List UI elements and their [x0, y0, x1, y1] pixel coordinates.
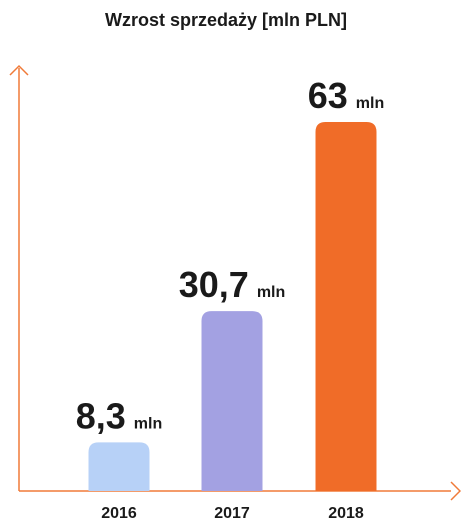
bar-2017	[201, 311, 263, 491]
y-axis-arrow-icon	[9, 64, 29, 76]
x-tick-2016: 2016	[101, 505, 137, 522]
value-labels: 8,3 mln 30,7 mln 63 mln	[76, 75, 385, 436]
bar-2018	[315, 122, 377, 491]
x-tick-2017: 2017	[214, 505, 250, 522]
value-label-2016: 8,3 mln	[76, 395, 163, 436]
value-label-2017: 30,7 mln	[179, 264, 286, 305]
chart-title: Wzrost sprzedaży [mln PLN]	[105, 10, 347, 30]
x-tick-labels: 2016 2017 2018	[101, 505, 364, 522]
x-tick-2018: 2018	[328, 505, 364, 522]
x-axis-arrow-icon	[450, 481, 461, 501]
bar-2016	[88, 442, 150, 491]
value-label-2018: 63 mln	[308, 75, 385, 116]
bars	[88, 122, 377, 491]
